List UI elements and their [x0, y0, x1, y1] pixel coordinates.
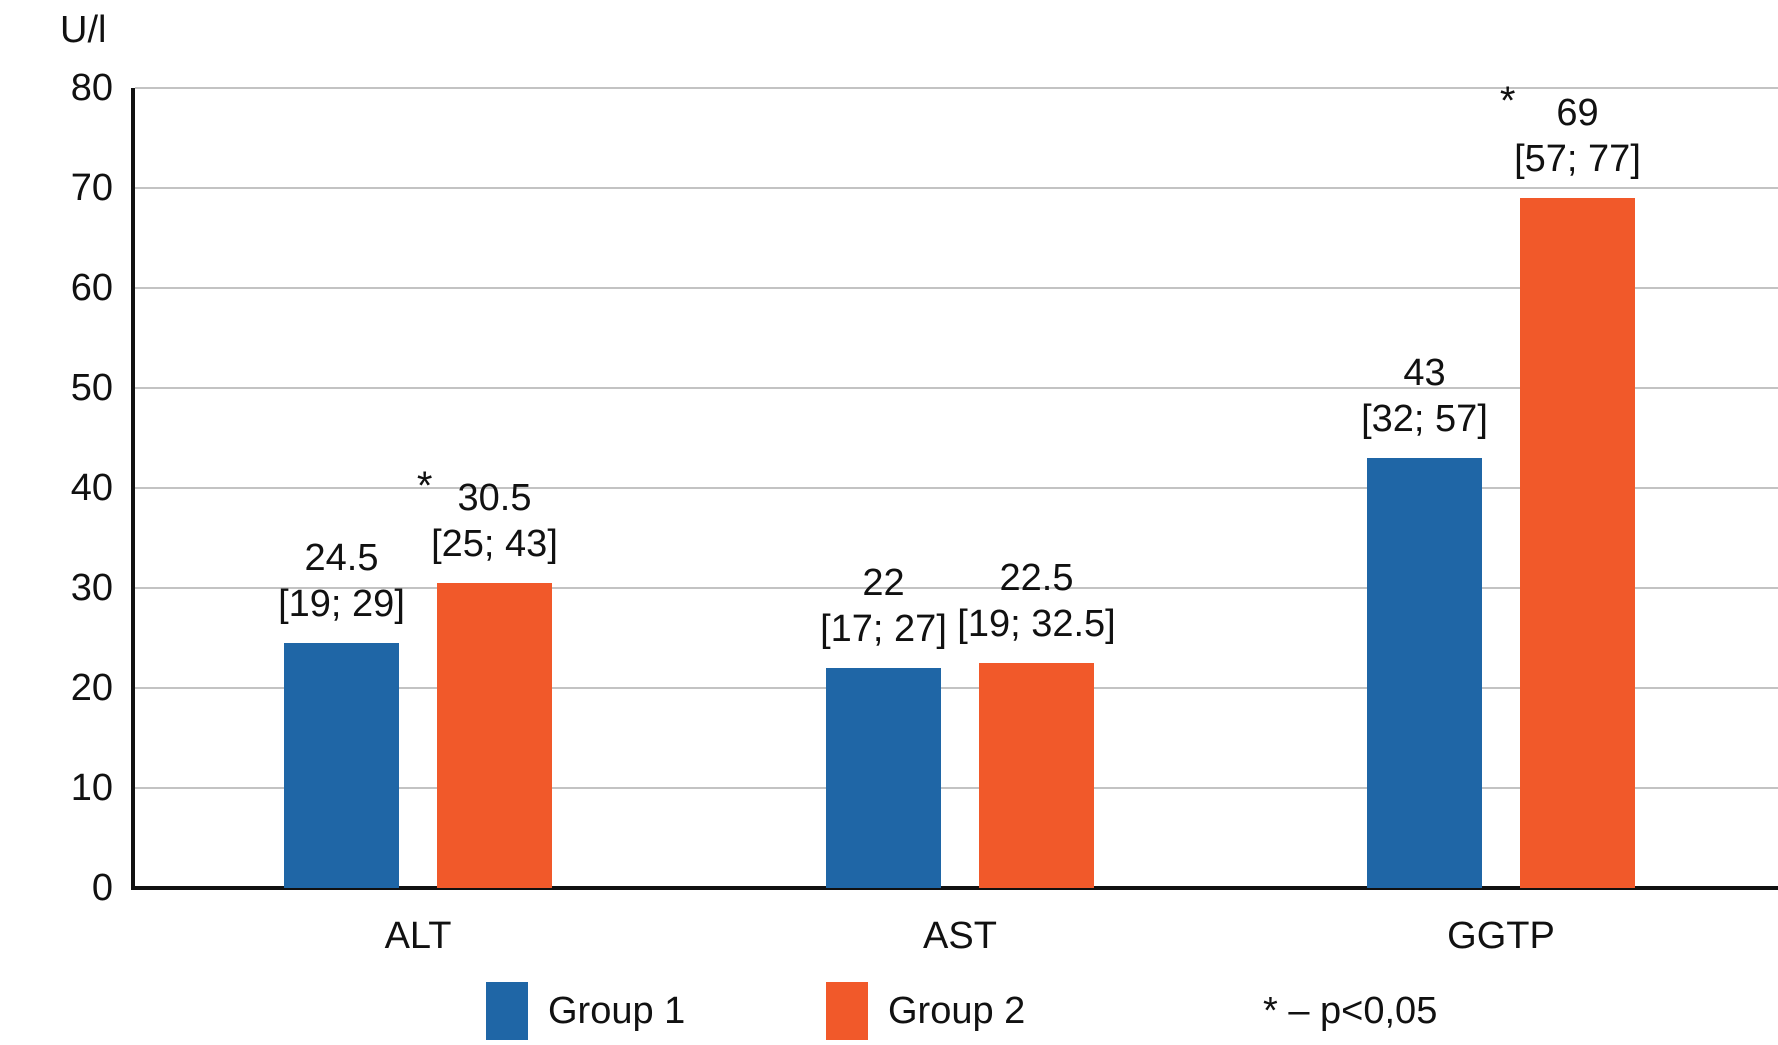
bar-iqr-label: [57; 77]: [1514, 138, 1641, 180]
bar-iqr-label: [25; 43]: [431, 523, 558, 565]
legend-label-group2: Group 2: [888, 990, 1026, 1032]
y-tick-label: 0: [91, 867, 113, 909]
bar-label-alt-group1: 24.5 [19; 29]: [222, 535, 462, 627]
x-axis-label-ast: AST: [923, 915, 997, 957]
gridline: [135, 587, 1778, 589]
gridline: [135, 687, 1778, 689]
gridline: [135, 487, 1778, 489]
legend-swatch-group1-icon: [486, 982, 528, 1040]
gridline: [135, 87, 1778, 89]
y-tick-label: 40: [70, 467, 113, 509]
x-axis-line: [131, 886, 1778, 890]
gridline: [135, 287, 1778, 289]
bar-ast-group2: [979, 663, 1094, 888]
y-tick-label: 20: [70, 667, 113, 709]
bar-iqr-label: [17; 27]: [820, 608, 947, 650]
bar-value-label: 43: [1403, 352, 1446, 394]
gridline: [135, 187, 1778, 189]
bar-ggtp-group1: [1367, 458, 1482, 888]
y-tick-label: 60: [70, 267, 113, 309]
y-tick-label: 80: [70, 67, 113, 109]
bar-value-label: 30.5 *: [416, 464, 532, 519]
significance-asterisk: *: [416, 464, 433, 508]
y-tick-label: 70: [70, 167, 113, 209]
bar-label-ggtp-group1: 43 [32; 57]: [1305, 350, 1545, 442]
bar-value-label: 69 *: [1499, 79, 1599, 134]
legend-item-group1: Group 1: [486, 982, 685, 1040]
bar-iqr-label: [32; 57]: [1361, 398, 1488, 440]
y-axis-line: [131, 88, 135, 890]
significance-asterisk: *: [1499, 79, 1516, 123]
bar-iqr-label: [19; 29]: [278, 583, 405, 625]
bar-iqr-label: [19; 32.5]: [957, 603, 1116, 645]
y-tick-label: 10: [70, 767, 113, 809]
bar-alt-group2: [437, 583, 552, 888]
legend-swatch-group2-icon: [826, 982, 868, 1040]
gridline: [135, 787, 1778, 789]
bar-label-ast-group2: 22.5 [19; 32.5]: [917, 555, 1157, 647]
bar-ast-group1: [826, 668, 941, 888]
bar-value-label: 22: [862, 562, 905, 604]
gridline: [135, 387, 1778, 389]
legend-label-group1: Group 1: [548, 990, 686, 1032]
legend-item-group2: Group 2: [826, 982, 1025, 1040]
bar-label-alt-group2: 30.5 * [25; 43]: [375, 464, 615, 567]
y-axis-unit-label: U/l: [60, 9, 107, 51]
bar-value-label: 22.5: [999, 557, 1074, 599]
significance-footnote: * – p<0,05: [1263, 990, 1438, 1032]
bar-ggtp-group2: [1520, 198, 1635, 888]
bar-value-label: 24.5: [304, 537, 379, 579]
x-axis-label-ggtp: GGTP: [1447, 915, 1555, 957]
bar-label-ggtp-group2: 69 * [57; 77]: [1458, 79, 1698, 182]
y-tick-label: 30: [70, 567, 113, 609]
x-axis-label-alt: ALT: [384, 915, 452, 957]
y-tick-label: 50: [70, 367, 113, 409]
bar-label-ast-group1: 22 [17; 27]: [764, 560, 1004, 652]
bar-alt-group1: [284, 643, 399, 888]
